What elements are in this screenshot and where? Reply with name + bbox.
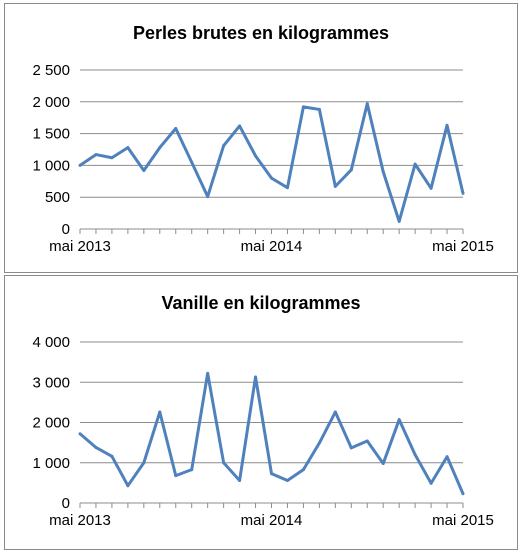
data-point [365,102,369,106]
data-point [94,445,98,449]
x-tick-label: mai 2013 [49,238,111,255]
data-point [445,455,449,459]
y-tick-label: 0 [62,221,70,238]
x-tick-label: mai 2015 [432,512,494,529]
y-tick-label: 4 000 [32,334,70,351]
data-point [285,478,289,482]
data-point [158,146,162,150]
x-tick-label: mai 2014 [241,512,303,529]
y-tick-label: 2 500 [32,62,70,79]
data-point [445,123,449,127]
data-point [206,195,210,199]
data-point [381,462,385,466]
data-point [190,468,194,472]
x-tick-label: mai 2013 [49,512,111,529]
data-point [397,418,401,422]
y-tick-label: 3 000 [32,374,70,391]
data-point [270,472,273,476]
data-point [333,184,337,188]
data-point [317,441,321,445]
data-point [78,432,82,436]
data-point [461,492,465,496]
series-line [79,371,465,495]
data-point [349,168,353,172]
data-point [174,474,178,478]
data-point [413,453,417,457]
chart-plot-area: 0 500 1 000 1 500 2 000 2 500 mai 2013 mai 2014… [32,62,494,255]
data-point [126,146,130,150]
data-point [381,170,385,174]
y-tick-label: 1 500 [32,126,70,143]
data-point [285,186,289,190]
y-tick-label: 2 000 [32,94,70,111]
data-point [301,105,305,109]
data-point [254,375,258,379]
series-line [79,102,465,223]
chart-panel-vanille: Vanille en kilogrammes 0 1 000 2 000 3 000 4… [4,275,518,550]
data-point [190,160,194,164]
x-tick-label: mai 2014 [241,238,303,255]
data-point [94,153,98,157]
data-point [349,446,353,450]
data-point [238,124,242,128]
chart-title: Vanille en kilogrammes [161,293,361,313]
data-point [317,107,321,111]
data-point [110,454,114,458]
data-point [78,163,82,167]
data-point [174,127,178,131]
data-point [365,439,369,443]
data-point [222,144,226,148]
data-point [222,461,226,465]
data-point [333,410,337,414]
data-point [301,468,305,472]
data-point [238,478,242,482]
data-point [206,371,210,375]
data-point [429,481,433,485]
chart-title: Perles brutes en kilogrammes [132,23,390,43]
data-point [461,191,465,195]
y-tick-label: 1 000 [32,157,70,174]
data-point [126,484,130,488]
data-point [397,219,401,223]
data-point [429,186,433,190]
chart-panel-perles: Perles brutes en kilogrammes 0 500 1 000 1 … [4,3,518,273]
data-point [110,156,114,160]
y-tick-label: 1 000 [32,455,70,472]
chart-plot-area: 0 1 000 2 000 3 000 4 000 mai 2013 mai 2014 mai… [32,334,494,529]
x-tick-label: mai 2015 [432,238,494,255]
data-point [254,154,258,158]
data-point [142,168,146,172]
y-tick-label: 500 [45,189,70,206]
data-point [413,162,417,166]
y-tick-label: 2 000 [32,415,70,432]
data-point [142,461,146,465]
data-point [270,176,273,180]
data-point [158,410,162,414]
y-tick-label: 0 [62,495,70,512]
